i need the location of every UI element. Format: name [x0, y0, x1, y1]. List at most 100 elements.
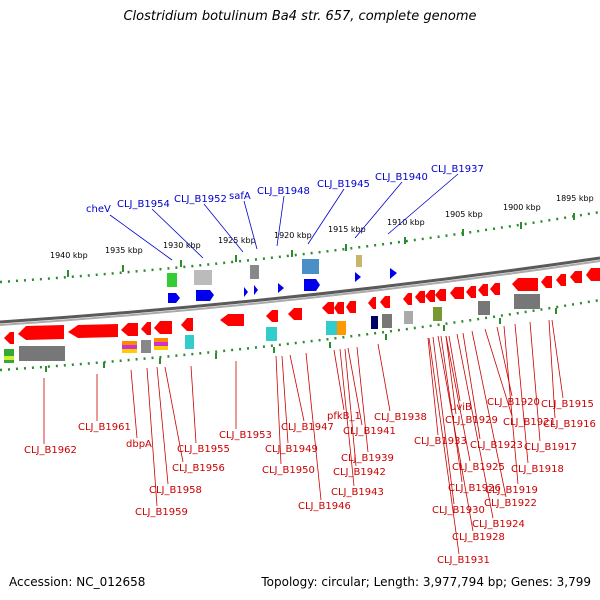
reverse-label-connector — [529, 321, 541, 442]
reverse-gene-label: CLJ_B1943 — [331, 487, 384, 498]
reverse-label-connector — [146, 367, 158, 507]
scale-label: 1940 kbp — [50, 251, 88, 260]
reverse-label-connector — [448, 335, 461, 402]
reverse-label-connector — [503, 325, 519, 485]
reverse-label-connector — [496, 326, 513, 397]
reverse-gene-label: CLJ_B1962 — [24, 445, 77, 456]
forward-gene-arrow — [355, 272, 361, 282]
forward-label-connector — [354, 181, 403, 239]
reverse-gene-label: CLJ_B1930 — [432, 505, 485, 516]
accession-label: Accession: NC_012658 — [9, 575, 146, 589]
reverse-gene-label: uviB — [450, 402, 472, 413]
reverse-gene-label: CLJ_B1929 — [445, 415, 498, 426]
reverse-gene-label: CLJ_B1956 — [172, 463, 225, 474]
reverse-label-connector — [190, 365, 197, 444]
reverse-gene-label: CLJ_B1942 — [333, 467, 386, 478]
forward-label-connector — [203, 203, 244, 253]
forward-gene-label: CLJ_B1948 — [257, 186, 310, 197]
forward-gene-arrow — [168, 293, 180, 303]
forward-gene-arrow — [278, 283, 284, 293]
scale-label: 1915 kbp — [328, 225, 366, 234]
topology-label: Topology: circular; Length: 3,977,794 bp… — [261, 575, 591, 589]
reverse-gene-label: CLJ_B1916 — [543, 419, 596, 430]
forward-features — [167, 255, 397, 303]
forward-gene-label: CLJ_B1940 — [375, 172, 428, 183]
reverse-gene-label: CLJ_B1949 — [265, 444, 318, 455]
reverse-label-connector — [484, 328, 513, 417]
reverse-gene-label: CLJ_B1950 — [262, 465, 315, 476]
reverse-gene-label: CLJ_B1933 — [414, 436, 467, 447]
feature-block — [250, 265, 259, 279]
scale-label: 1920 kbp — [274, 231, 312, 240]
reverse-label-connector — [432, 336, 455, 505]
reverse-gene-label: CLJ_B1915 — [541, 399, 594, 410]
scale-label: 1925 kbp — [218, 236, 256, 245]
reverse-gene-label: CLJ_B1920 — [487, 397, 540, 408]
forward-gene-label: safA — [229, 191, 251, 202]
forward-gene-label: CLJ_B1945 — [317, 179, 370, 190]
reverse-gene-label: CLJ_B1922 — [484, 498, 537, 509]
forward-gene-arrow — [244, 287, 248, 297]
scale-label: 1905 kbp — [445, 210, 483, 219]
reverse-gene-label: CLJ_B1923 — [470, 440, 523, 451]
reverse-gene-label: CLJ_B1921 — [503, 417, 556, 428]
reverse-gene-label: CLJ_B1959 — [135, 507, 188, 518]
reverse-label-connector — [456, 333, 494, 519]
reverse-label-connector — [347, 347, 363, 426]
forward-label-connector — [307, 188, 345, 245]
feature-block — [194, 270, 212, 285]
reverse-label-connector — [305, 352, 322, 501]
forward-gene-label: cheV — [86, 204, 111, 215]
reverse-gene-label: CLJ_B1953 — [219, 430, 272, 441]
reverse-label-connector — [437, 335, 474, 532]
reverse-gene-label: CLJ_B1931 — [437, 555, 490, 566]
forward-gene-arrow — [390, 268, 397, 279]
reverse-label-connector — [445, 335, 471, 462]
forward-label-connector — [243, 200, 258, 250]
reverse-gene-label: CLJ_B1925 — [452, 462, 505, 473]
reverse-label-connector — [377, 343, 391, 412]
reverse-gene-label: CLJ_B1955 — [177, 444, 230, 455]
reverse-gene-label: CLJ_B1961 — [78, 422, 131, 433]
feature-block — [167, 273, 177, 287]
reverse-label-connector — [289, 354, 305, 422]
scale-label: 1900 kbp — [503, 203, 541, 212]
reverse-label-connector — [471, 330, 507, 498]
reverse-label-connector — [440, 335, 463, 483]
feature-block — [356, 255, 362, 267]
reverse-gene-label: CLJ_B1926 — [448, 483, 501, 494]
reverse-label-connector — [164, 366, 184, 463]
reverse-gene-label: CLJ_B1928 — [452, 532, 505, 543]
reverse-label-connector — [356, 346, 369, 453]
reverse-label-connector — [339, 348, 355, 487]
reverse-label-connector — [281, 355, 289, 444]
reverse-gene-label: CLJ_B1918 — [511, 464, 564, 475]
reverse-gene-label: CLJ_B1938 — [374, 412, 427, 423]
backbone-shade — [0, 260, 600, 326]
reverse-label-connector — [156, 366, 169, 485]
reverse-gene-label: CLJ_B1958 — [149, 485, 202, 496]
reverse-label-connector — [130, 369, 138, 439]
reverse-gene-label: CLJ_B1917 — [524, 442, 577, 453]
reverse-label-connector — [275, 355, 282, 465]
reverse-gene-label: CLJ_B1947 — [281, 422, 334, 433]
forward-label-connector — [151, 208, 204, 259]
reverse-label-connector — [333, 349, 345, 411]
reverse-label-connector — [445, 335, 457, 415]
scale-label: 1910 kbp — [387, 218, 425, 227]
reverse-label-connector — [428, 337, 460, 555]
feature-block — [302, 259, 319, 274]
reverse-gene-label: CLJ_B1924 — [472, 519, 525, 530]
reverse-gene-label: CLJ_B1919 — [485, 485, 538, 496]
forward-gene-label: CLJ_B1952 — [174, 194, 227, 205]
forward-gene-arrow — [304, 279, 320, 291]
forward-label-connector — [109, 214, 173, 261]
forward-gene-label: CLJ_B1937 — [431, 164, 484, 175]
forward-gene-arrow — [254, 285, 258, 295]
reverse-label-connector — [427, 337, 439, 436]
reverse-label-connector — [462, 332, 481, 440]
reverse-gene-label: CLJ_B1946 — [298, 501, 351, 512]
reverse-gene-label: pfkB_1 — [327, 411, 361, 422]
scale-label: 1935 kbp — [105, 246, 143, 255]
